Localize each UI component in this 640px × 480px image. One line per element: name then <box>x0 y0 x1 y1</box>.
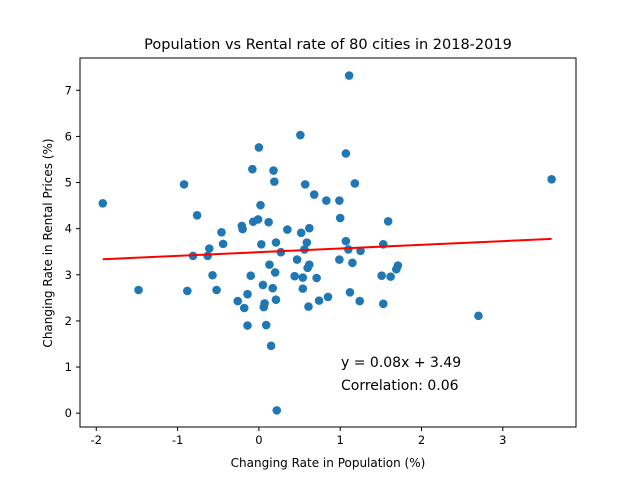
data-point <box>305 260 314 269</box>
data-point <box>243 321 252 330</box>
x-tick-label: 3 <box>499 433 506 447</box>
chart-title: Population vs Rental rate of 80 cities i… <box>144 37 512 53</box>
y-tick-label: 0 <box>65 406 72 420</box>
data-point <box>335 213 345 223</box>
data-point <box>292 255 302 264</box>
x-tick-label: 2 <box>418 433 425 447</box>
data-point <box>212 285 221 295</box>
data-point <box>271 295 281 304</box>
data-point <box>296 130 305 140</box>
data-point <box>335 255 344 264</box>
data-point <box>248 164 257 174</box>
data-point <box>271 238 281 247</box>
data-point <box>183 286 192 296</box>
data-point <box>350 179 360 188</box>
data-point <box>323 292 333 302</box>
data-point <box>272 406 282 415</box>
data-point <box>270 268 280 277</box>
fit-equation-annotation: y = 0.08x + 3.49 <box>341 355 461 371</box>
data-point <box>393 261 403 270</box>
x-tick-label: 1 <box>337 433 344 447</box>
x-tick-label: 0 <box>255 433 262 447</box>
data-point <box>302 238 312 247</box>
plot-content <box>98 71 556 415</box>
data-point <box>134 285 143 295</box>
data-point <box>290 271 299 281</box>
regression-line <box>102 237 552 261</box>
data-point <box>322 196 331 205</box>
data-point <box>257 240 266 249</box>
data-point <box>260 299 269 308</box>
correlation-annotation: Correlation: 0.06 <box>341 378 459 394</box>
data-point <box>208 270 217 280</box>
data-point <box>312 273 321 283</box>
plot-frame <box>79 57 577 428</box>
data-point <box>296 228 306 238</box>
data-point <box>243 289 252 299</box>
data-point <box>233 296 243 306</box>
data-point <box>341 236 351 246</box>
data-point <box>264 217 273 227</box>
data-point <box>341 149 351 158</box>
data-point <box>265 260 274 269</box>
data-point <box>300 180 310 189</box>
y-tick-label: 6 <box>65 129 72 143</box>
data-point <box>283 225 292 234</box>
data-point <box>266 341 276 351</box>
data-point <box>238 224 247 234</box>
data-point <box>98 198 108 208</box>
data-point <box>474 311 483 321</box>
y-tick-label: 5 <box>65 176 72 190</box>
y-tick-label: 1 <box>65 360 72 374</box>
data-point <box>298 284 308 293</box>
x-tick-label: -1 <box>172 433 183 447</box>
data-point <box>217 228 226 237</box>
data-point <box>304 302 313 311</box>
data-point <box>258 280 268 290</box>
data-point <box>192 210 202 220</box>
data-point <box>269 166 278 175</box>
data-point <box>270 177 279 186</box>
data-point <box>345 288 355 297</box>
data-point <box>298 273 308 282</box>
data-point <box>179 180 189 189</box>
axis-ticks: -2 -1 0 1 2 3 0 1 2 3 4 5 6 7 <box>65 83 507 447</box>
data-point <box>314 296 324 305</box>
data-point <box>261 320 271 330</box>
data-point <box>239 303 249 313</box>
data-point <box>203 251 212 261</box>
data-point <box>204 244 214 253</box>
data-point <box>377 271 386 281</box>
y-tick-label: 2 <box>65 314 72 328</box>
y-axis-label: Changing Rate in Rental Prices (%) <box>41 138 55 347</box>
data-point <box>344 71 354 80</box>
data-point <box>256 200 265 210</box>
data-point <box>547 175 556 184</box>
data-point <box>246 271 256 281</box>
y-tick-label: 3 <box>65 268 72 282</box>
y-tick-label: 4 <box>65 222 72 236</box>
data-point <box>268 283 278 293</box>
data-point <box>383 216 393 226</box>
y-tick-label: 7 <box>65 83 72 97</box>
x-axis-label: Changing Rate in Population (%) <box>231 456 426 470</box>
data-point <box>305 223 314 233</box>
data-point <box>386 272 395 281</box>
data-point <box>309 190 319 199</box>
x-tick-label: -2 <box>91 433 102 447</box>
data-point <box>254 143 264 152</box>
data-point <box>335 196 344 205</box>
data-point <box>218 239 228 249</box>
data-point <box>253 215 263 224</box>
data-point <box>344 245 353 254</box>
data-point <box>378 299 388 309</box>
data-point <box>355 296 365 306</box>
data-point <box>348 258 357 268</box>
